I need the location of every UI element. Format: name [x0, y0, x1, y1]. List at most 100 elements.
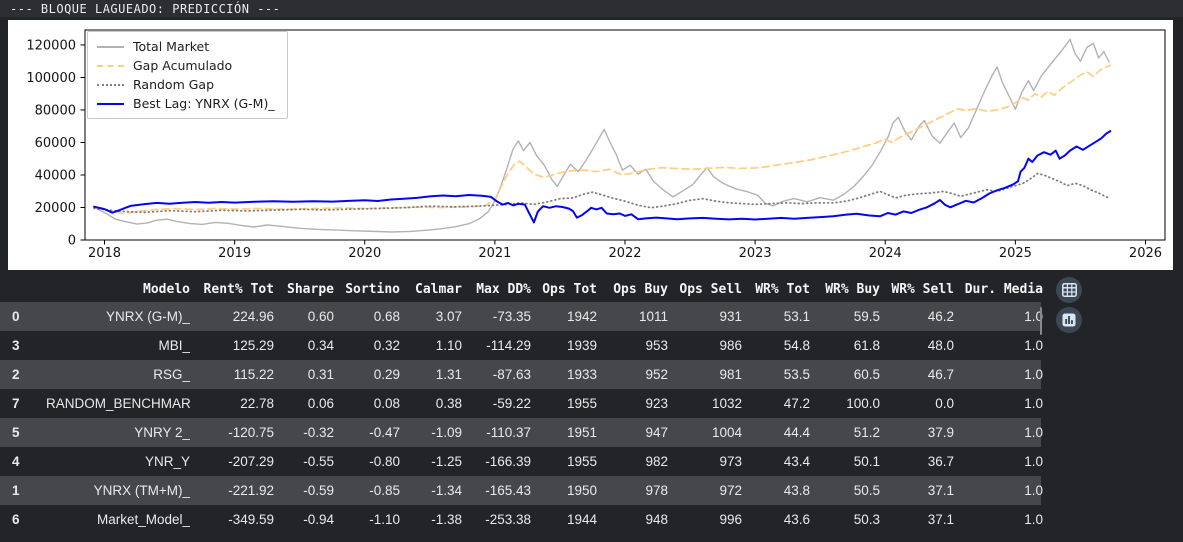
- table-scrollbar-thumb[interactable]: [1040, 307, 1042, 335]
- value-cell: 1.0: [1024, 425, 1043, 440]
- value-cell: 1.0: [1024, 483, 1043, 498]
- table-row[interactable]: 6 Market_Model_ -349.59 -0.94 -1.10 -1.38 -253…: [0, 505, 1043, 534]
- value-cell: 1939: [566, 338, 597, 353]
- value-cell: 973: [719, 454, 742, 469]
- model-name-cell: Market_Model_: [96, 512, 190, 527]
- value-cell: 22.78: [240, 396, 274, 411]
- value-cell: 48.0: [927, 338, 954, 353]
- value-cell: -165.43: [485, 483, 531, 498]
- chart-view-button[interactable]: [1056, 307, 1082, 333]
- value-cell: 1955: [566, 454, 597, 469]
- table-row[interactable]: 5 YNRY 2_ -120.75 -0.32 -0.47 -1.09 -110.37 195…: [0, 418, 1043, 447]
- value-cell: 224.96: [232, 309, 274, 324]
- row-index: 5: [12, 425, 20, 440]
- model-name-cell: YNRY 2_: [134, 425, 190, 440]
- value-cell: 51.2: [853, 425, 880, 440]
- value-cell: 1.10: [435, 338, 462, 353]
- table-row[interactable]: 4 YNR_Y -207.29 -0.55 -0.80 -1.25 -166.39 1955 9…: [0, 447, 1043, 476]
- value-cell: -1.09: [431, 425, 462, 440]
- value-cell: 0.60: [307, 309, 334, 324]
- legend-item: Gap Acumulado: [97, 56, 275, 75]
- value-cell: 125.29: [232, 338, 274, 353]
- value-cell: -1.38: [431, 512, 462, 527]
- y-tick-label: 20000: [35, 201, 76, 216]
- column-header: Modelo: [143, 282, 190, 297]
- prediction-line-chart: 2018 2019 2020 2021 2022 2023 2024 2025 2026 0 200…: [26, 29, 1166, 261]
- value-cell: 996: [719, 512, 742, 527]
- value-cell: 0.34: [307, 338, 334, 353]
- value-cell: -207.29: [228, 454, 274, 469]
- value-cell: 47.2: [783, 396, 810, 411]
- legend-line-sample: [97, 102, 124, 105]
- model-name-cell: YNR_Y: [144, 454, 190, 469]
- series-random-gap: [93, 172, 1112, 214]
- column-header: WR% Buy: [825, 282, 880, 297]
- x-tick-label: 2019: [218, 246, 251, 261]
- row-index: 1: [12, 483, 20, 498]
- table-row[interactable]: 2 RSG_ 115.22 0.31 0.29 1.31 -87.63 1933 952 981 5…: [0, 360, 1043, 389]
- value-cell: -221.92: [228, 483, 274, 498]
- legend-item: Best Lag: YNRX (G-M)_: [97, 94, 275, 113]
- value-cell: -166.39: [485, 454, 531, 469]
- row-index: 6: [12, 512, 20, 527]
- legend-label: Gap Acumulado: [133, 58, 233, 73]
- value-cell: 43.6: [783, 512, 810, 527]
- row-index: 3: [12, 338, 20, 353]
- table-row[interactable]: 0 YNRX (G-M)_ 224.96 0.60 0.68 3.07 -73.35 1942…: [0, 302, 1043, 331]
- value-cell: 53.1: [783, 309, 810, 324]
- value-cell: 1.0: [1024, 454, 1043, 469]
- value-cell: 50.1: [853, 454, 880, 469]
- value-cell: 0.32: [373, 338, 400, 353]
- x-tick-label: 2021: [478, 246, 511, 261]
- table-row[interactable]: 7 RANDOM_BENCHMARK 22.78 0.06 0.08 0.38 -59.22…: [0, 389, 1043, 418]
- model-name-cell: YNRX (TM+M)_: [93, 483, 190, 498]
- y-tick-label: 80000: [35, 103, 76, 118]
- value-cell: 61.8: [853, 338, 880, 353]
- value-cell: 46.7: [927, 367, 954, 382]
- value-cell: 1.0: [1024, 367, 1043, 382]
- value-cell: -120.75: [228, 425, 274, 440]
- value-cell: 1951: [566, 425, 597, 440]
- chart-legend: Total Market Gap Acumulado Random Gap Best …: [87, 31, 288, 119]
- value-cell: 36.7: [927, 454, 954, 469]
- table-row[interactable]: 3 MBI_ 125.29 0.34 0.32 1.10 -114.29 1939 953 986…: [0, 331, 1043, 360]
- value-cell: 1.0: [1024, 512, 1043, 527]
- x-tick-label: 2026: [1129, 246, 1162, 261]
- value-cell: -253.38: [485, 512, 531, 527]
- value-cell: -0.80: [369, 454, 400, 469]
- column-header: Max DD%: [476, 282, 531, 297]
- value-cell: 37.1: [927, 512, 954, 527]
- value-cell: 0.68: [373, 309, 400, 324]
- chart-panel: 2018 2019 2020 2021 2022 2023 2024 2025 2026 0 200…: [8, 20, 1173, 270]
- column-header: Calmar: [415, 282, 462, 297]
- value-cell: 1950: [566, 483, 597, 498]
- value-cell: 982: [645, 454, 668, 469]
- value-cell: -0.32: [303, 425, 334, 440]
- table-view-button[interactable]: [1056, 277, 1082, 303]
- page-title: --- BLOQUE LAGUEADO: PREDICCIÓN ---: [10, 1, 281, 16]
- column-header: Rent% Tot: [203, 282, 274, 297]
- value-cell: 37.1: [927, 483, 954, 498]
- value-cell: 978: [645, 483, 668, 498]
- value-cell: 0.08: [373, 396, 400, 411]
- value-cell: 43.4: [783, 454, 810, 469]
- table-grid-icon: [1061, 283, 1077, 297]
- table-row[interactable]: 1 YNRX (TM+M)_ -221.92 -0.59 -0.85 -1.34 -165.…: [0, 476, 1043, 505]
- value-cell: 1.0: [1024, 338, 1043, 353]
- value-cell: -349.59: [228, 512, 274, 527]
- model-name-cell: RSG_: [153, 367, 190, 382]
- value-cell: 986: [719, 338, 742, 353]
- legend-item: Random Gap: [97, 75, 275, 94]
- row-index: 0: [12, 309, 20, 324]
- value-cell: 1.31: [435, 367, 462, 382]
- value-cell: 952: [645, 367, 668, 382]
- x-tick-label: 2020: [348, 246, 381, 261]
- value-cell: 0.31: [307, 367, 334, 382]
- series-best-lag-ynrx-g-m-: [93, 130, 1112, 224]
- y-tick-label: 100000: [26, 71, 76, 86]
- value-cell: -1.10: [369, 512, 400, 527]
- value-cell: 923: [645, 396, 668, 411]
- bar-chart-icon: [1062, 313, 1076, 327]
- window-title-bar: --- BLOQUE LAGUEADO: PREDICCIÓN ---: [0, 0, 1183, 17]
